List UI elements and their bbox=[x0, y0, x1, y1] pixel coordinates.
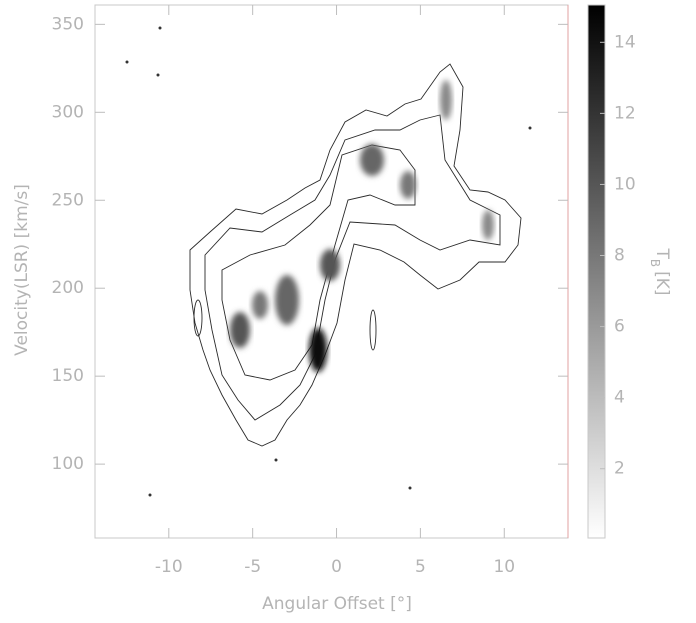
emission-peak bbox=[252, 291, 268, 319]
y-tick-label: 200 bbox=[52, 278, 84, 298]
emission-mid bbox=[204, 114, 501, 421]
colorbar-unit: [K] bbox=[652, 271, 672, 295]
colorbar-symbol: T bbox=[652, 247, 672, 259]
x-tick-label: -10 bbox=[155, 557, 183, 577]
speck bbox=[528, 126, 532, 130]
y-tick-label: 150 bbox=[52, 366, 84, 386]
colorbar-tick-label: 6 bbox=[614, 317, 625, 337]
emission-peak bbox=[482, 210, 494, 240]
colorbar-tick-label: 12 bbox=[614, 103, 636, 123]
emission-peak bbox=[360, 144, 384, 176]
emission-inner bbox=[221, 144, 416, 381]
x-tick-label: 10 bbox=[493, 557, 515, 577]
emission-peak bbox=[440, 80, 452, 120]
emission-envelope bbox=[189, 63, 522, 447]
emission-clump bbox=[193, 299, 203, 337]
speck bbox=[158, 26, 162, 30]
y-tick-label: 300 bbox=[52, 102, 84, 122]
speck bbox=[408, 486, 412, 490]
colorbar bbox=[587, 4, 606, 539]
colorbar-tick-label: 2 bbox=[614, 459, 625, 479]
emission-peak bbox=[230, 312, 250, 348]
y-tick-label: 100 bbox=[52, 454, 84, 474]
emission-peak bbox=[275, 275, 299, 325]
colorbar-subscript: B bbox=[649, 259, 663, 267]
y-axis-label: Velocity(LSR) [km/s] bbox=[12, 184, 32, 356]
speck bbox=[125, 60, 129, 64]
y-tick-label: 350 bbox=[52, 14, 84, 34]
x-tick-label: 0 bbox=[331, 557, 342, 577]
x-tick-label: 5 bbox=[415, 557, 426, 577]
y-tick-label: 250 bbox=[52, 190, 84, 210]
emission-peak bbox=[320, 249, 340, 281]
speck bbox=[274, 458, 278, 462]
emission-peak bbox=[309, 328, 327, 372]
speck bbox=[156, 73, 160, 77]
colorbar-tick-label: 14 bbox=[614, 32, 636, 52]
colorbar-tick-label: 10 bbox=[614, 174, 636, 194]
speck bbox=[148, 493, 152, 497]
x-axis-label: Angular Offset [°] bbox=[262, 594, 412, 614]
x-tick-label: -5 bbox=[244, 557, 261, 577]
colorbar-tick-label: 4 bbox=[614, 388, 625, 408]
emission-peak bbox=[400, 171, 416, 199]
colorbar-tick-label: 8 bbox=[614, 246, 625, 266]
colorbar-label: TB [K] bbox=[649, 247, 673, 295]
emission-clump bbox=[369, 309, 377, 351]
emission bbox=[125, 26, 532, 497]
